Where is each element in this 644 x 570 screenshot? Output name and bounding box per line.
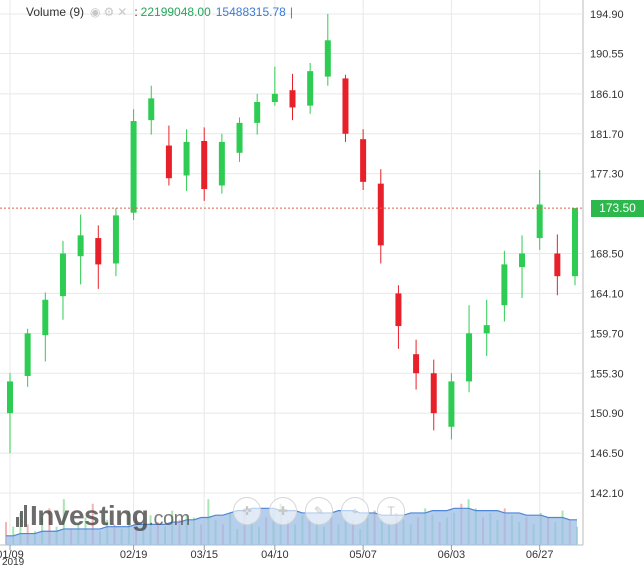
candle-body: [236, 122, 243, 153]
candle-body: [324, 40, 331, 77]
candle-body: [42, 299, 49, 336]
candle-body: [95, 238, 102, 265]
y-tick-label: 194.90: [590, 9, 624, 21]
candle-body: [165, 145, 172, 179]
candle-body: [289, 90, 296, 108]
candle-body: [554, 253, 561, 277]
candle-body: [360, 139, 367, 182]
candle-body: [572, 208, 578, 277]
candle-body: [130, 121, 137, 213]
y-tick-label: 177.30: [590, 169, 624, 181]
candle-body: [342, 78, 349, 134]
y-tick-label: 186.10: [590, 89, 624, 101]
y-tick-label: 142.10: [590, 488, 624, 500]
candle-body: [413, 354, 420, 374]
y-tick-label: 150.90: [590, 408, 624, 420]
last-price-tag: 173.50: [591, 200, 644, 218]
candle-body: [112, 215, 119, 264]
magnet-tool-icon[interactable]: ⌖: [341, 497, 369, 525]
volume-legend: Volume (9) ◉⚙✕ : 22199048.00 15488315.78…: [26, 5, 293, 19]
candle-body: [24, 333, 31, 376]
volume-ma-value: 15488315.78: [215, 5, 286, 19]
year-label: 2019: [2, 557, 25, 568]
legend-separator: |: [289, 5, 293, 19]
volume-bar: [62, 499, 65, 545]
x-tick-label: 03/15: [190, 549, 218, 561]
logo-suffix: .com: [148, 508, 190, 530]
y-tick-label: 168.50: [590, 249, 624, 261]
candle-body: [466, 333, 473, 382]
x-tick-label: 06/27: [526, 549, 554, 561]
x-tick-label: 05/07: [349, 549, 377, 561]
drawing-toolbar: ✜ ✚ ✎ ⌖ T: [233, 497, 405, 525]
x-tick-label: 04/10: [261, 549, 289, 561]
volume-bar: [5, 522, 7, 545]
candle-body: [254, 101, 261, 123]
plot-background: [0, 0, 583, 545]
legend-colon: :: [134, 5, 138, 19]
candle-body: [395, 293, 402, 327]
logo-text: Investing: [30, 500, 149, 531]
candle-body: [201, 141, 208, 190]
logo-bars-icon: [16, 505, 28, 527]
volume-bar: [91, 503, 94, 545]
volume-value: 22199048.00: [140, 5, 211, 19]
crosshair-tool-icon[interactable]: ✚: [269, 497, 297, 525]
y-tick-label: 164.10: [590, 288, 624, 300]
candle-body: [218, 141, 225, 186]
candle-body: [307, 71, 314, 106]
candle-body: [59, 253, 66, 297]
lasso-tool-icon[interactable]: ✜: [233, 497, 261, 525]
x-tick-label: 02/19: [120, 549, 148, 561]
draw-tool-icon[interactable]: ✎: [305, 497, 333, 525]
candle-body: [501, 264, 508, 306]
y-tick-label: 146.50: [590, 448, 624, 460]
candle-body: [430, 373, 437, 414]
volume-bar: [19, 512, 22, 545]
candle-body: [483, 325, 490, 334]
candle-body: [448, 381, 455, 427]
volume-label: Volume (9): [26, 5, 85, 19]
y-tick-label: 181.70: [590, 129, 624, 141]
candle-body: [7, 381, 13, 414]
volume-ma-area: [6, 508, 577, 545]
candle-body: [377, 183, 384, 246]
volume-bar: [48, 508, 51, 545]
x-tick-label: 06/03: [438, 549, 466, 561]
y-tick-label: 155.30: [590, 368, 624, 380]
legend-icons[interactable]: ◉⚙✕: [90, 5, 131, 19]
x-tick-label: 01/09: [0, 549, 24, 561]
y-tick-label: 190.55: [590, 48, 624, 60]
text-tool-icon[interactable]: T: [377, 497, 405, 525]
candle-body: [519, 253, 526, 268]
candle-body: [148, 98, 155, 121]
candle-body: [77, 235, 84, 257]
candle-body: [536, 204, 543, 239]
candle-body: [183, 141, 190, 176]
candle-body: [271, 93, 278, 102]
investing-logo: Investing.com: [16, 500, 190, 532]
y-tick-label: 159.70: [590, 328, 624, 340]
